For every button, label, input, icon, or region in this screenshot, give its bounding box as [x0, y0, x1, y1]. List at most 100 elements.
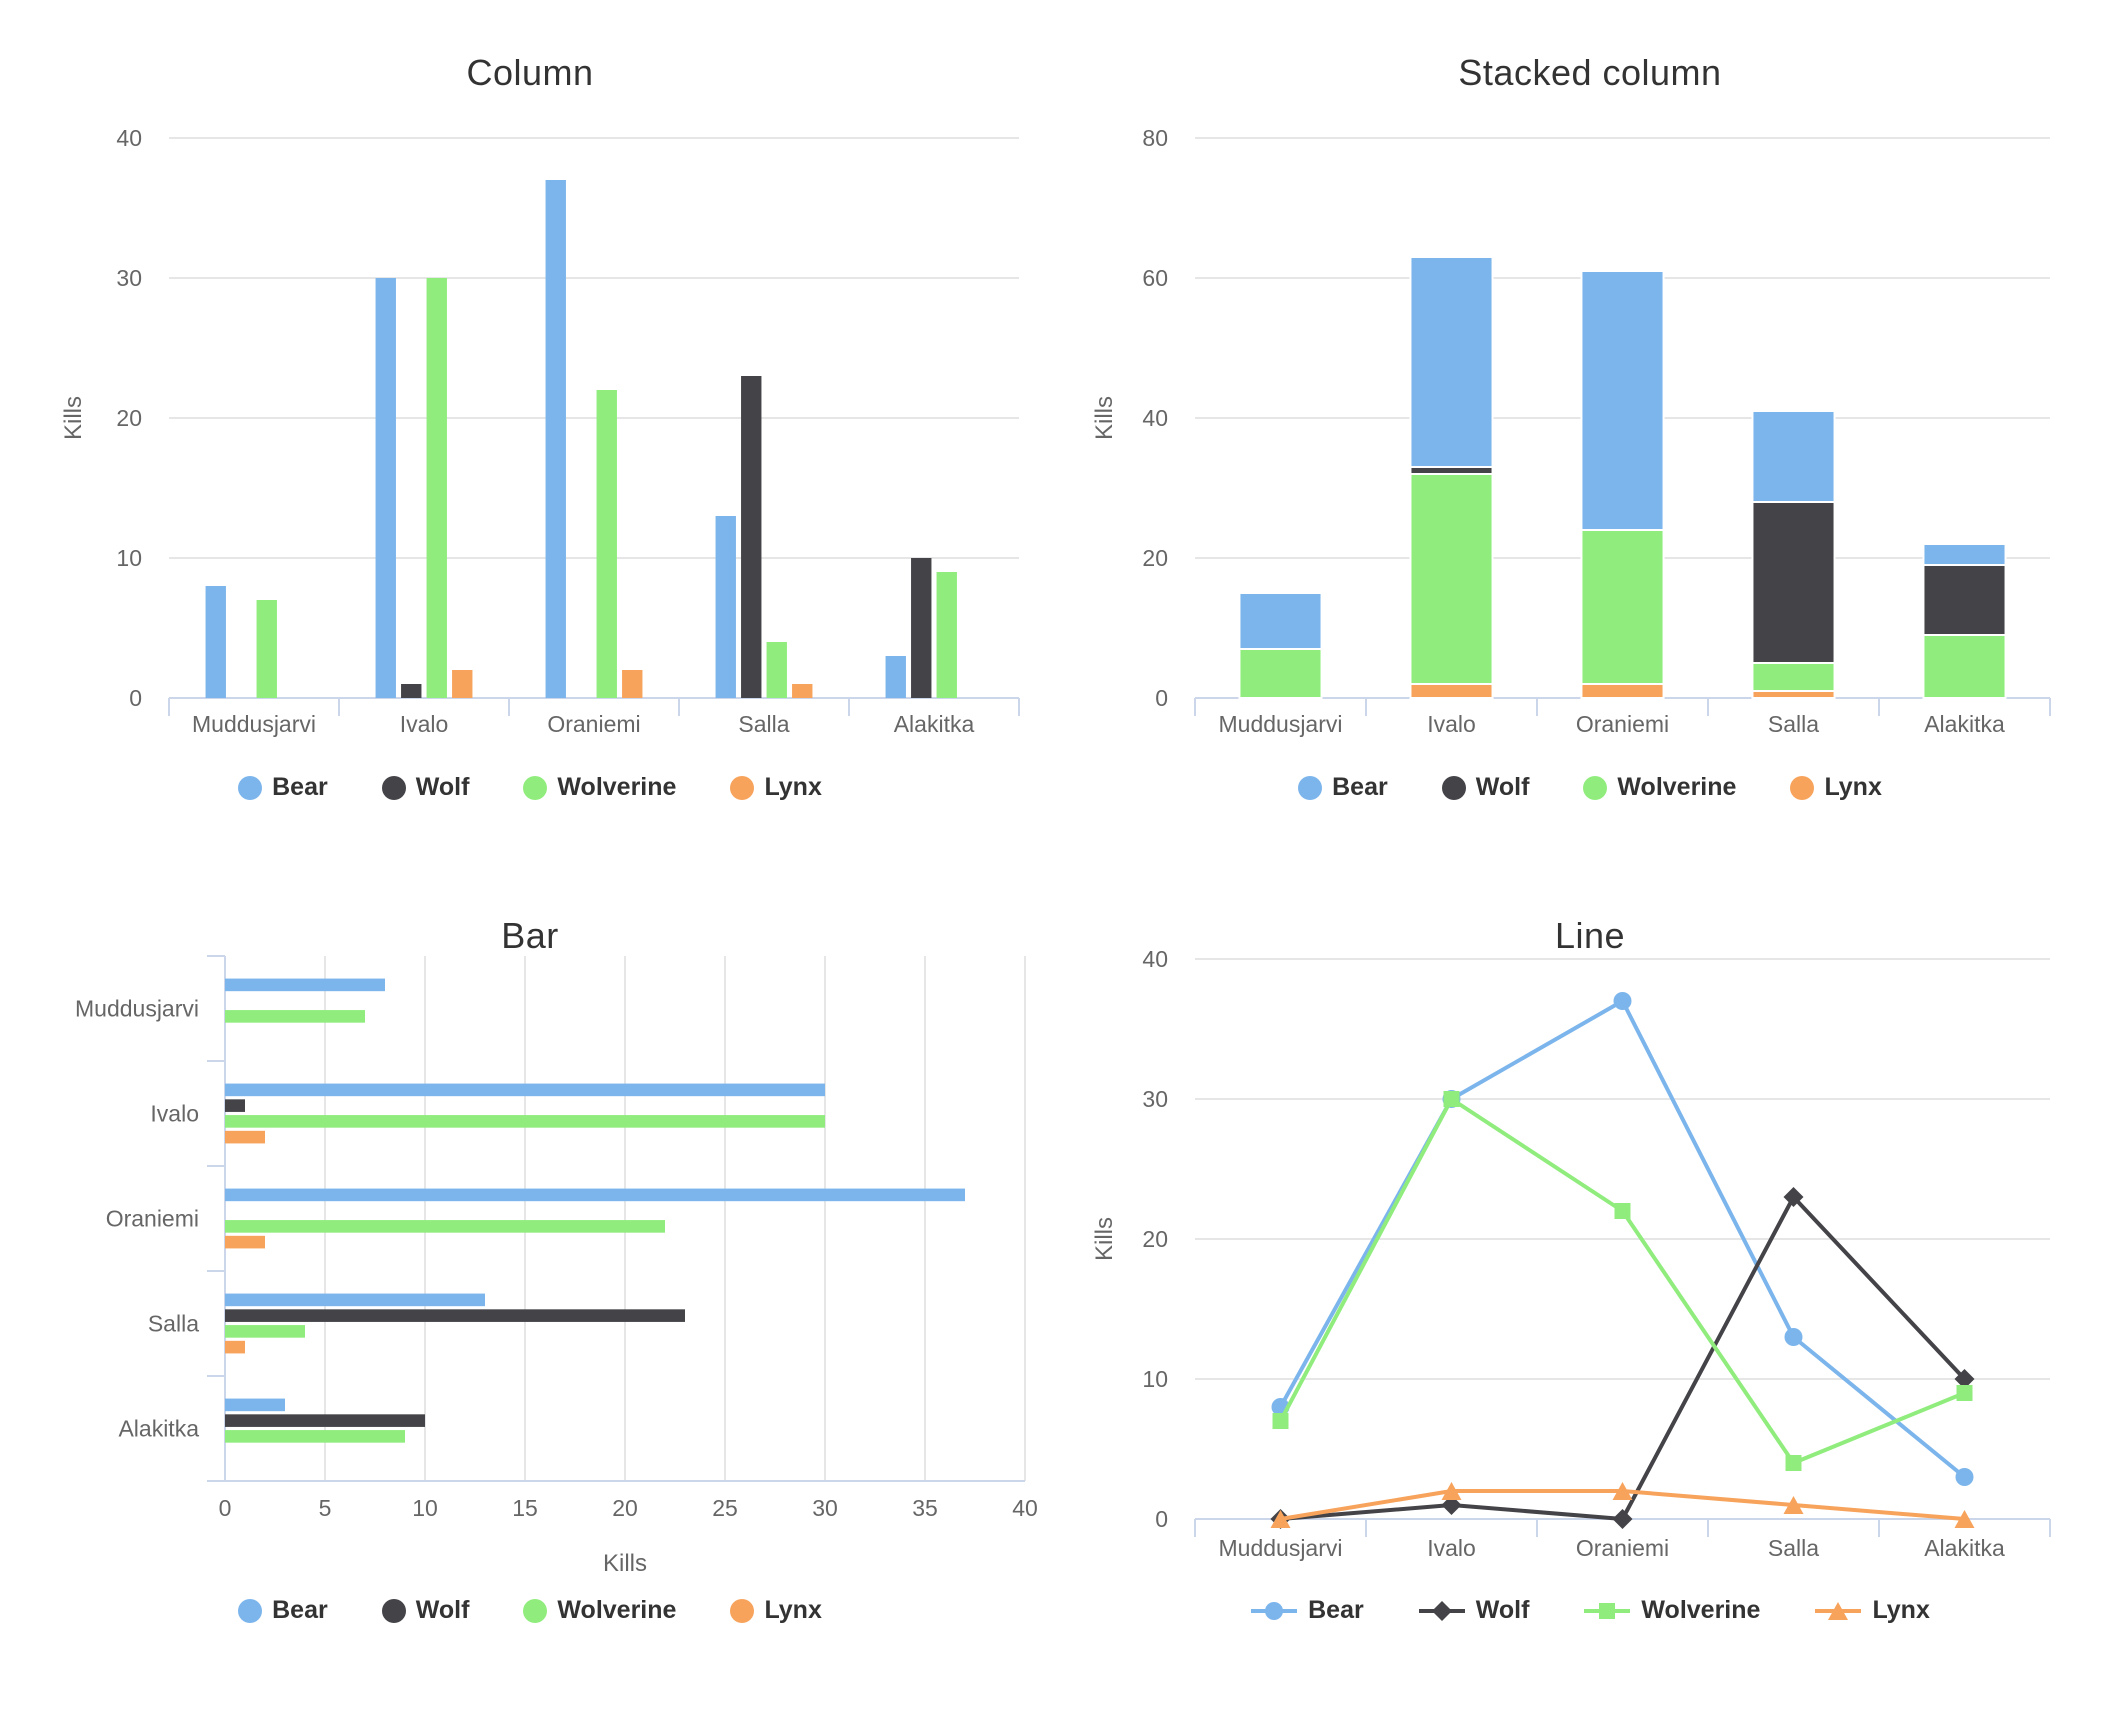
stacked-segment-wolf-alakitka[interactable]	[1922, 564, 2007, 636]
stacked-segment-wolf-ivalo[interactable]	[1409, 466, 1494, 475]
legend-item-lynx[interactable]: Lynx	[1790, 773, 1882, 802]
legend-item-bear[interactable]: Bear	[1298, 773, 1388, 802]
y-axis-tick-label: 10	[116, 545, 142, 571]
y-category-label-oraniemi: Oraniemi	[106, 1206, 199, 1232]
y-axis-tick-label: 40	[116, 125, 142, 151]
column-bar-bear-muddusjarvi[interactable]	[205, 586, 226, 698]
point-bear-circle-marker[interactable]	[1613, 992, 1632, 1010]
column-bar-wolf-alakitka[interactable]	[911, 558, 932, 698]
legend-square-marker[interactable]	[1599, 1602, 1616, 1619]
point-wolverine-square-marker[interactable]	[1614, 1203, 1631, 1219]
chart-title-line: Line	[1554, 915, 1626, 956]
bar-bear-alakitka[interactable]	[225, 1398, 285, 1412]
legend-item-bear[interactable]: Bear	[1250, 1596, 1364, 1625]
column-bar-bear-ivalo[interactable]	[375, 278, 396, 698]
legend-item-wolverine[interactable]: Wolverine	[1583, 773, 1736, 802]
column-bar-wolverine-ivalo[interactable]	[426, 278, 447, 698]
legend-item-wolverine[interactable]: Wolverine	[523, 1596, 676, 1625]
bar-wolverine-salla[interactable]	[225, 1325, 305, 1338]
bar-bear-muddusjarvi[interactable]	[225, 978, 385, 992]
bar-wolverine-oraniemi[interactable]	[225, 1220, 665, 1233]
legend-item-wolf[interactable]: Wolf	[381, 773, 469, 802]
column-bar-bear-salla[interactable]	[715, 516, 736, 698]
column-bar-lynx-salla[interactable]	[792, 684, 813, 698]
point-wolverine-square-marker[interactable]	[1272, 1413, 1289, 1429]
stacked-segment-lynx-salla[interactable]	[1751, 690, 1836, 699]
legend-item-lynx[interactable]: Lynx	[730, 773, 822, 802]
point-wolverine-square-marker[interactable]	[1956, 1385, 1973, 1401]
point-wolverine-square-marker[interactable]	[1785, 1455, 1802, 1471]
legend-diamond-marker[interactable]	[1431, 1600, 1452, 1621]
y-axis-tick-label: 60	[1142, 265, 1168, 291]
bar-lynx-oraniemi[interactable]	[225, 1235, 265, 1249]
bar-wolverine-muddusjarvi[interactable]	[225, 1010, 365, 1023]
legend-label: Wolf	[415, 1596, 470, 1624]
bar-wolf-alakitka[interactable]	[225, 1414, 425, 1427]
column-bar-lynx-ivalo[interactable]	[452, 670, 473, 698]
point-lynx-triangle-marker[interactable]	[1612, 1482, 1633, 1500]
stacked-segment-bear-salla[interactable]	[1751, 410, 1836, 503]
triangle-legend-icon	[1815, 1601, 1862, 1620]
circle-legend-icon	[381, 775, 406, 800]
column-bar-bear-alakitka[interactable]	[885, 656, 906, 698]
stacked-segment-wolverine-alakitka[interactable]	[1922, 634, 2007, 699]
legend-item-bear[interactable]: Bear	[238, 773, 328, 802]
stacked-segment-wolverine-ivalo[interactable]	[1409, 473, 1494, 685]
column-bar-wolverine-oraniemi[interactable]	[596, 390, 617, 698]
x-category-label-muddusjarvi: Muddusjarvi	[1219, 1535, 1343, 1561]
legend-item-wolverine[interactable]: Wolverine	[523, 773, 676, 802]
column-bar-wolverine-salla[interactable]	[766, 642, 787, 698]
stacked-segment-bear-alakitka[interactable]	[1922, 543, 2007, 566]
bar-wolf-ivalo[interactable]	[225, 1099, 245, 1112]
legend-item-lynx[interactable]: Lynx	[1814, 1596, 1930, 1625]
legend-item-lynx[interactable]: Lynx	[730, 1596, 822, 1625]
x-category-label-salla: Salla	[1768, 1535, 1819, 1561]
legend-item-wolf[interactable]: Wolf	[381, 1596, 470, 1625]
column-bar-lynx-oraniemi[interactable]	[622, 670, 643, 698]
column-bar-wolf-ivalo[interactable]	[401, 684, 422, 698]
bar-wolverine-alakitka[interactable]	[225, 1430, 405, 1443]
column-bar-wolf-salla[interactable]	[741, 376, 762, 698]
point-bear-circle-marker[interactable]	[1955, 1468, 1974, 1486]
x-category-label-oraniemi: Oraniemi	[1576, 1535, 1669, 1561]
line-series-wolf[interactable]	[1278, 1195, 1967, 1521]
stacked-segment-bear-muddusjarvi[interactable]	[1238, 592, 1323, 650]
legend-label: Lynx	[1872, 1596, 1930, 1624]
stacked-segment-lynx-oraniemi[interactable]	[1580, 683, 1665, 699]
legend-triangle-marker[interactable]	[1828, 1601, 1849, 1620]
column-bar-bear-oraniemi[interactable]	[545, 180, 566, 698]
stacked-segment-wolverine-oraniemi[interactable]	[1580, 529, 1665, 685]
bar-lynx-salla[interactable]	[225, 1340, 245, 1354]
legend-item-wolf[interactable]: Wolf	[1418, 1596, 1529, 1625]
stacked-segment-wolverine-muddusjarvi[interactable]	[1238, 648, 1323, 699]
bar-wolverine-ivalo[interactable]	[225, 1115, 825, 1128]
point-wolf-diamond-marker[interactable]	[1783, 1187, 1804, 1207]
point-bear-circle-marker[interactable]	[1784, 1328, 1803, 1346]
point-wolverine-square-marker[interactable]	[1443, 1091, 1460, 1107]
point-wolf-diamond-marker[interactable]	[1954, 1369, 1975, 1389]
legend-item-bear[interactable]: Bear	[238, 1596, 328, 1625]
legend-item-wolverine[interactable]: Wolverine	[1583, 1596, 1760, 1625]
bar-bear-salla[interactable]	[225, 1293, 485, 1307]
bar-bear-oraniemi[interactable]	[225, 1188, 965, 1202]
point-lynx-triangle-marker[interactable]	[1270, 1510, 1291, 1528]
bar-lynx-ivalo[interactable]	[225, 1130, 265, 1144]
stacked-segment-bear-oraniemi[interactable]	[1580, 270, 1665, 531]
legend-circle-marker[interactable]	[1265, 1601, 1284, 1620]
legend-label: Bear	[1308, 1596, 1364, 1624]
stacked-segment-wolverine-salla[interactable]	[1751, 662, 1836, 692]
column-bar-wolverine-alakitka[interactable]	[936, 572, 957, 698]
x-category-label-alakitka: Alakitka	[894, 711, 975, 737]
line-series-wolverine[interactable]	[1278, 1097, 1967, 1465]
point-lynx-triangle-marker[interactable]	[1783, 1496, 1804, 1514]
stacked-segment-lynx-ivalo[interactable]	[1409, 683, 1494, 699]
point-wolf-diamond-marker[interactable]	[1612, 1509, 1633, 1529]
stacked-segment-bear-ivalo[interactable]	[1409, 256, 1494, 468]
stacked-segment-wolf-salla[interactable]	[1751, 501, 1836, 664]
bar-wolf-salla[interactable]	[225, 1309, 685, 1322]
point-lynx-triangle-marker[interactable]	[1441, 1482, 1462, 1500]
point-lynx-triangle-marker[interactable]	[1954, 1510, 1975, 1528]
legend-item-wolf[interactable]: Wolf	[1441, 773, 1529, 802]
column-bar-wolverine-muddusjarvi[interactable]	[256, 600, 277, 698]
bar-bear-ivalo[interactable]	[225, 1083, 825, 1097]
